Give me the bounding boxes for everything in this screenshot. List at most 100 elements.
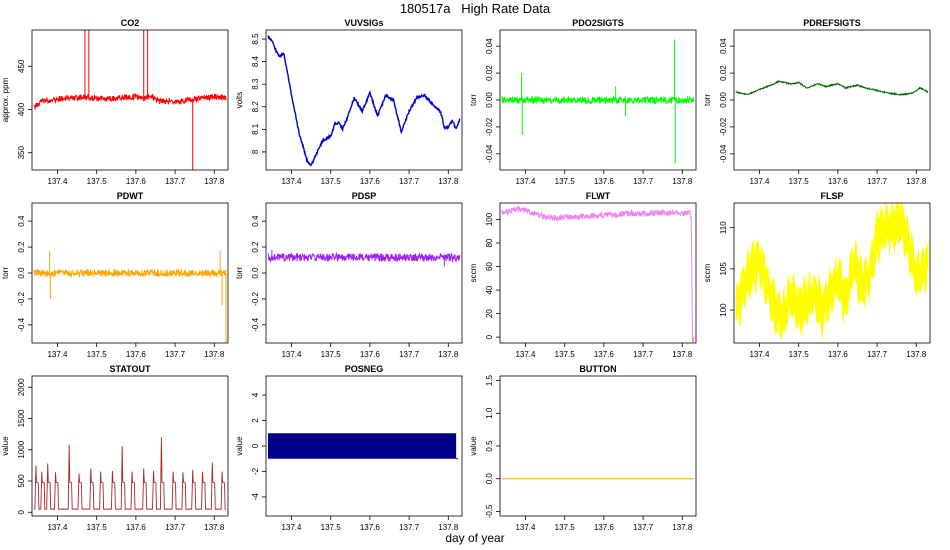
x-tick-label: 137.5 <box>321 177 342 186</box>
y-tick-label: 0 <box>251 443 260 448</box>
panel-title: FLWT <box>586 191 611 201</box>
y-axis-label: sccm <box>703 263 712 282</box>
y-tick-label: -0.02 <box>719 117 728 136</box>
plot-data-pdwt <box>33 250 227 343</box>
x-tick-label: 137.6 <box>126 177 147 186</box>
plot-frame <box>499 375 697 517</box>
y-axis-label: volts <box>235 92 244 108</box>
x-tick-label: 137.4 <box>515 523 536 532</box>
y-axis-label: approx. ppm <box>1 77 10 122</box>
x-tick-label: 137.6 <box>126 350 147 359</box>
series-line <box>735 79 929 97</box>
plot-data-statout <box>33 437 227 510</box>
plot-frame <box>265 202 463 344</box>
y-tick-label: 2 <box>251 418 260 423</box>
x-tick-label: 137.7 <box>867 177 888 186</box>
y-tick-label: 0.2 <box>251 241 260 253</box>
y-tick-label: -0.02 <box>485 117 494 136</box>
y-tick-label: 0.0 <box>251 267 260 279</box>
x-tick-label: 137.5 <box>87 177 108 186</box>
x-tick-label: 137.8 <box>906 177 927 186</box>
panel-flwt: FLWT sccm 137.4 137.5 137.6 137.7 137.8 0 20 40 60… <box>469 191 697 359</box>
y-tick-label: -0.04 <box>719 144 728 163</box>
y-tick-label: -0.04 <box>485 144 494 163</box>
y-tick-label: 0.0 <box>17 267 26 279</box>
x-tick-label: 137.6 <box>594 523 615 532</box>
y-axis-label: value <box>469 436 478 456</box>
y-tick-label: 0.02 <box>485 65 494 81</box>
x-tick-label: 137.8 <box>438 350 459 359</box>
x-tick-label: 137.6 <box>360 523 381 532</box>
x-tick-label: 137.6 <box>828 177 849 186</box>
panel-pdo2sigts: PDO2SIGTS torr 137.4 137.5 137.6 137.7 137.8 -0… <box>469 18 697 186</box>
x-tick-label: 137.6 <box>126 523 147 532</box>
x-tick-label: 137.5 <box>87 350 108 359</box>
y-tick-label: -0.2 <box>17 291 26 305</box>
y-tick-label: 1500 <box>17 409 26 427</box>
y-tick-label: 8.5 <box>251 33 260 45</box>
y-tick-label: -4 <box>251 493 260 501</box>
y-tick-label: 8 <box>251 149 260 154</box>
x-tick-label: 137.4 <box>515 350 536 359</box>
plot-frame <box>733 202 931 344</box>
y-tick-label: 100 <box>719 303 728 317</box>
plot-data-flsp <box>735 203 929 341</box>
x-tick-label: 137.5 <box>321 350 342 359</box>
y-tick-label: 0.0 <box>485 473 494 485</box>
plot-data-posneg <box>267 433 459 460</box>
series-area <box>267 433 457 459</box>
panel-vuvsigs: VUVSIGs volts 137.4 137.5 137.6 137.7 137.8 8 8.… <box>235 18 463 186</box>
y-tick-label: 0 <box>485 334 494 339</box>
y-axis-label: torr <box>235 267 244 279</box>
y-tick-label: 450 <box>17 59 26 73</box>
panel-title: PDWT <box>117 191 144 201</box>
series-line <box>33 437 227 510</box>
x-tick-label: 137.8 <box>438 177 459 186</box>
y-tick-label: 0.00 <box>485 92 494 108</box>
panel-title: VUVSIGs <box>344 18 383 28</box>
panel-title: POSNEG <box>345 364 384 374</box>
y-tick-label: -0.4 <box>251 317 260 331</box>
panel-pdrefsigts: PDREFSIGTS torr 137.4 137.5 137.6 137.7 137.8 -… <box>703 18 931 186</box>
y-tick-label: 0.2 <box>17 241 26 253</box>
x-tick-label: 137.8 <box>204 523 225 532</box>
panel-statout: STATOUT value 137.4 137.5 137.6 137.7 137.8 0 50… <box>1 364 229 532</box>
x-tick-label: 137.8 <box>672 523 693 532</box>
series-band <box>735 203 929 341</box>
y-tick-label: 8.4 <box>251 56 260 68</box>
x-tick-label: 137.4 <box>47 177 68 186</box>
y-axis-label: torr <box>469 94 478 106</box>
panel-title: CO2 <box>121 18 140 28</box>
y-tick-label: 0.5 <box>485 440 494 452</box>
y-tick-label: 400 <box>17 102 26 116</box>
plot-data-pdrefsigts <box>735 79 929 97</box>
x-tick-label: 137.8 <box>906 350 927 359</box>
x-axis-label: day of year <box>445 531 505 545</box>
plot-frame <box>499 202 697 344</box>
y-tick-label: 8.3 <box>251 78 260 90</box>
y-tick-label: 105 <box>719 262 728 276</box>
y-tick-label: 1.0 <box>485 407 494 419</box>
x-tick-label: 137.7 <box>165 523 186 532</box>
plot-frame <box>31 375 229 517</box>
x-tick-label: 137.8 <box>672 177 693 186</box>
x-tick-label: 137.5 <box>555 523 576 532</box>
y-tick-label: 0.04 <box>719 38 728 54</box>
x-tick-label: 137.7 <box>399 177 420 186</box>
x-tick-label: 137.6 <box>360 350 381 359</box>
y-tick-label: 8.1 <box>251 123 260 135</box>
x-tick-label: 137.6 <box>594 350 615 359</box>
plot-frame <box>733 29 931 171</box>
plot-frame <box>31 29 229 171</box>
y-tick-label: 8.2 <box>251 101 260 113</box>
panel-pdwt: PDWT torr 137.4 137.5 137.6 137.7 137.8 -0.4 -0.… <box>1 191 229 359</box>
x-tick-label: 137.7 <box>867 350 888 359</box>
y-tick-label: 100 <box>485 212 494 226</box>
plot-data-vuvsigs <box>267 35 461 167</box>
series-line <box>501 95 695 105</box>
x-tick-label: 137.8 <box>672 350 693 359</box>
y-tick-label: 4 <box>251 392 260 397</box>
x-tick-label: 137.7 <box>165 350 186 359</box>
plot-data-co2 <box>33 30 227 170</box>
